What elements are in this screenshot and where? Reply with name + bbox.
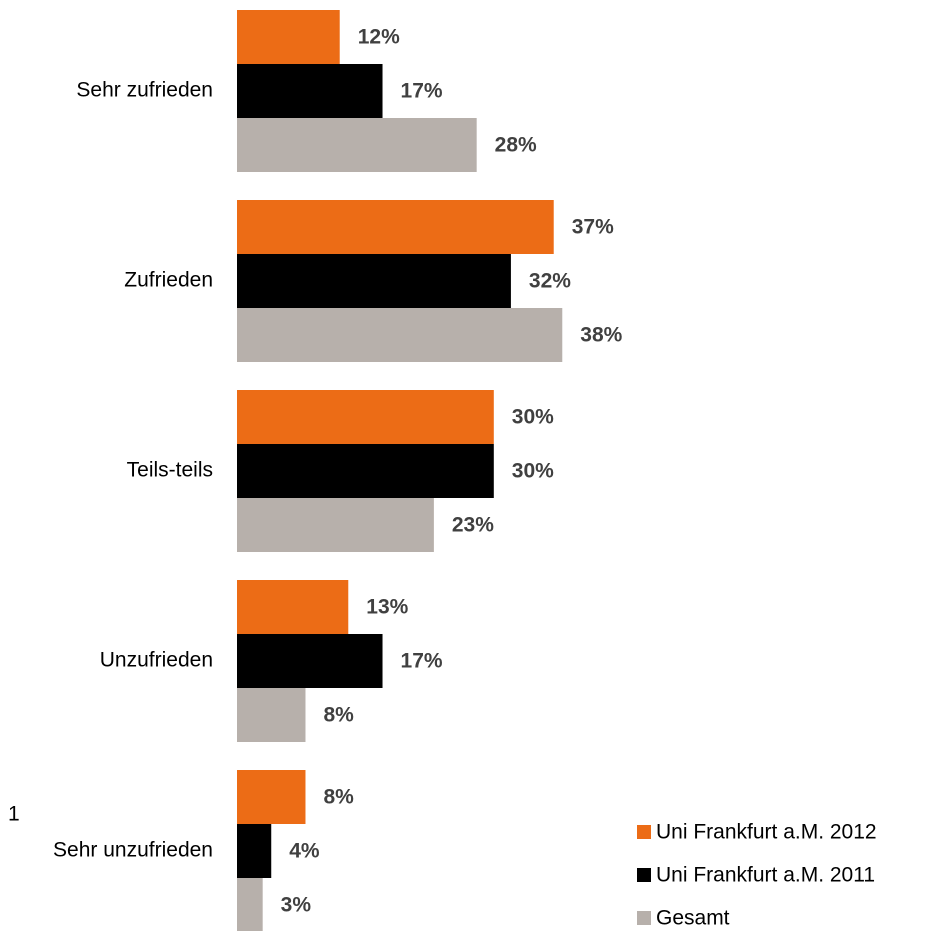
value-label: 12%	[358, 26, 400, 49]
legend-swatch	[637, 825, 651, 839]
bar	[237, 390, 494, 444]
bar	[237, 580, 349, 634]
legend-label: Uni Frankfurt a.M. 2012	[656, 821, 877, 844]
category-label: Unzufrieden	[100, 649, 213, 672]
value-label: 38%	[580, 324, 622, 347]
bar	[237, 200, 554, 254]
bar	[237, 688, 306, 742]
category-label: Sehr zufrieden	[76, 79, 213, 102]
bar	[237, 824, 272, 878]
category-label: Teils-teils	[127, 459, 213, 482]
value-label: 4%	[289, 840, 320, 863]
value-label: 13%	[366, 596, 408, 619]
category-label: Zufrieden	[124, 269, 213, 292]
value-label: 3%	[281, 894, 312, 917]
bar	[237, 254, 511, 308]
annotation: 1	[8, 803, 20, 826]
value-label: 30%	[512, 406, 554, 429]
bar	[237, 118, 477, 172]
bar	[237, 444, 494, 498]
legend-swatch	[637, 868, 651, 882]
value-label: 37%	[572, 216, 614, 239]
bar	[237, 10, 340, 64]
legend-label: Gesamt	[656, 907, 730, 930]
bar	[237, 878, 263, 931]
value-label: 32%	[529, 270, 571, 293]
value-label: 28%	[495, 134, 537, 157]
legend-label: Uni Frankfurt a.M. 2011	[656, 864, 875, 887]
value-label: 8%	[323, 786, 354, 809]
bar	[237, 498, 434, 552]
legend-swatch	[637, 911, 651, 925]
bar	[237, 770, 306, 824]
value-label: 17%	[401, 650, 443, 673]
category-label: Sehr unzufrieden	[53, 839, 213, 862]
value-label: 23%	[452, 514, 494, 537]
bar	[237, 634, 383, 688]
value-label: 30%	[512, 460, 554, 483]
bar	[237, 64, 383, 118]
value-label: 17%	[401, 80, 443, 103]
value-label: 8%	[323, 704, 354, 727]
bar	[237, 308, 563, 362]
